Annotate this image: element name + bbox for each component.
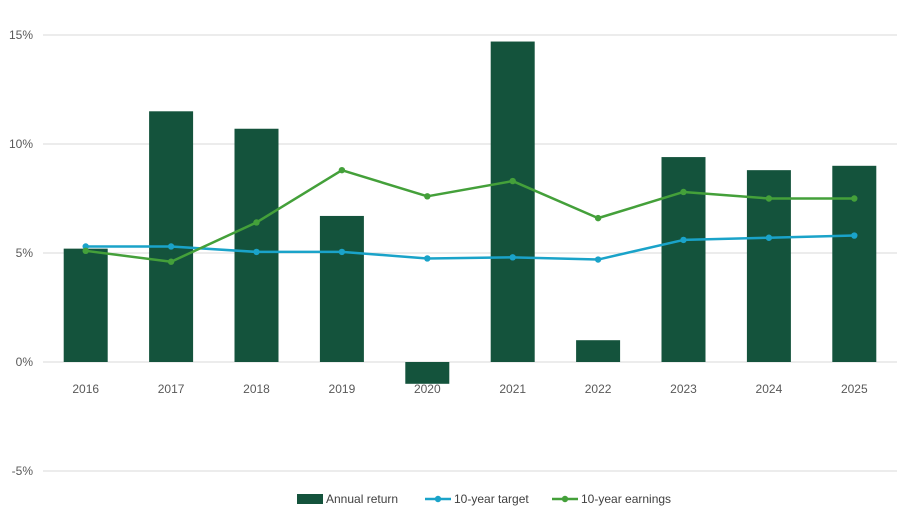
bar-annual-return xyxy=(746,170,791,362)
point-10-year-target xyxy=(253,248,260,256)
legend-swatch-annual-return xyxy=(297,494,323,504)
y-axis-ticks: 15% 10% 5% 0% -5% xyxy=(9,28,33,478)
bar-annual-return xyxy=(405,362,450,384)
x-tick-label: 2022 xyxy=(585,382,612,396)
point-10-year-target xyxy=(338,248,346,256)
x-axis-ticks: 2016 2017 2018 2019 2020 2021 2022 2023 2024 2025 xyxy=(72,382,868,396)
x-tick-label: 2018 xyxy=(243,382,270,396)
point-10-year-target xyxy=(509,254,516,261)
point-10-year-earnings xyxy=(82,247,89,255)
point-10-year-target xyxy=(424,255,431,262)
point-10-year-earnings xyxy=(851,195,858,202)
bar-annual-return xyxy=(319,215,364,362)
bar-annual-return xyxy=(661,157,706,362)
y-tick-label: 0% xyxy=(16,355,34,369)
x-tick-label: 2021 xyxy=(499,382,526,396)
bar-series xyxy=(63,41,877,384)
y-tick-label: 15% xyxy=(9,28,33,42)
point-10-year-earnings xyxy=(765,195,773,202)
point-10-year-earnings xyxy=(594,214,602,222)
y-tick-label: -5% xyxy=(12,464,34,478)
bar-annual-return xyxy=(63,248,108,362)
point-10-year-earnings xyxy=(167,258,175,265)
legend: Annual return 10-year target 10-year earni… xyxy=(297,492,671,506)
line-series xyxy=(82,166,858,265)
legend-marker-10-year-earnings xyxy=(561,495,569,503)
point-10-year-target xyxy=(594,256,602,263)
x-tick-label: 2025 xyxy=(841,382,868,396)
point-10-year-earnings xyxy=(253,219,260,226)
y-tick-label: 5% xyxy=(16,246,34,260)
point-10-year-earnings xyxy=(680,188,687,196)
legend-label-annual-return: Annual return xyxy=(326,492,398,506)
legend-label-10-year-target: 10-year target xyxy=(454,492,529,506)
y-tick-label: 10% xyxy=(9,137,33,151)
legend-label-10-year-earnings: 10-year earnings xyxy=(581,492,671,506)
bar-annual-return xyxy=(832,165,877,362)
bar-annual-return xyxy=(490,41,535,362)
line-10-year-target xyxy=(85,234,855,261)
point-10-year-earnings xyxy=(424,193,431,200)
point-10-year-target xyxy=(680,236,687,244)
bar-annual-return xyxy=(576,340,621,362)
legend-marker-10-year-target xyxy=(434,495,442,503)
x-tick-label: 2017 xyxy=(158,382,185,396)
point-10-year-earnings xyxy=(338,166,346,174)
x-tick-label: 2019 xyxy=(329,382,356,396)
point-10-year-target xyxy=(167,243,175,250)
point-10-year-target xyxy=(851,232,858,239)
point-10-year-earnings xyxy=(509,177,516,185)
point-10-year-target xyxy=(765,234,773,241)
x-tick-label: 2024 xyxy=(756,382,783,396)
bar-annual-return xyxy=(234,128,279,362)
bar-annual-return xyxy=(149,111,194,362)
x-tick-label: 2023 xyxy=(670,382,697,396)
x-tick-label: 2016 xyxy=(72,382,99,396)
x-tick-label: 2020 xyxy=(414,382,441,396)
line-10-year-earnings xyxy=(85,168,855,263)
